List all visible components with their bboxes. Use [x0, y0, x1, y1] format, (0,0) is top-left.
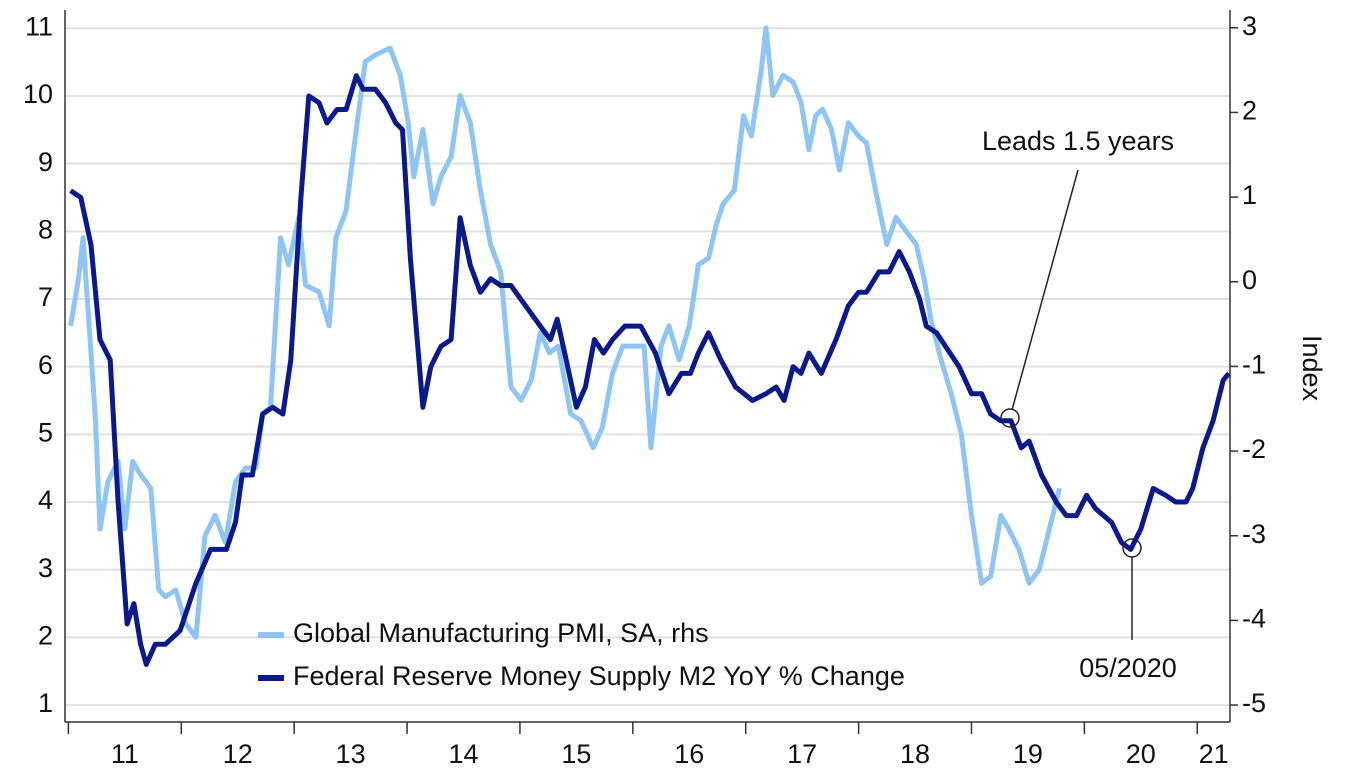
y2-tick-label: -4: [1242, 604, 1266, 634]
y2-tick-label: 1: [1242, 180, 1257, 210]
y2-axis-label: Index: [1297, 335, 1327, 402]
x-tick-label: 12: [223, 739, 253, 769]
y-tick-label: 5: [38, 417, 53, 447]
x-tick-label: 16: [674, 739, 704, 769]
y2-tick-label: -1: [1242, 350, 1266, 380]
annotation: Leads 1.5 years: [982, 126, 1174, 156]
y2-tick-label: 2: [1242, 96, 1257, 126]
y-tick-label: 3: [38, 553, 53, 583]
y-tick-label: 8: [38, 214, 53, 244]
y-tick-label: 7: [38, 282, 53, 312]
x-tick-label: 11: [111, 739, 139, 769]
series-line: [68, 25, 1062, 640]
annotation-line: [1011, 169, 1079, 411]
y-tick-label: 11: [25, 11, 53, 41]
x-tick-label: 13: [336, 739, 366, 769]
y-tick-label: 1: [38, 688, 53, 718]
y-tick-label: 10: [23, 79, 53, 109]
x-tick-label: 21: [1199, 739, 1229, 769]
y2-tick-label: -2: [1242, 434, 1266, 464]
y2-tick-label: -3: [1242, 519, 1266, 549]
y-tick-label: 6: [38, 350, 53, 380]
y2-tick-label: -5: [1242, 688, 1266, 718]
annotation-marker: [1000, 408, 1020, 428]
annotation-marker: [1122, 538, 1142, 558]
y-tick-label: 9: [38, 147, 53, 177]
annotation: 05/2020: [1079, 653, 1177, 683]
x-tick-label: 18: [900, 739, 930, 769]
x-tick-label: 14: [448, 739, 478, 769]
x-tick-label: 20: [1126, 739, 1156, 769]
x-tick-label: 17: [787, 739, 817, 769]
series-line: [69, 73, 1231, 667]
y2-tick-label: 3: [1242, 11, 1257, 41]
x-tick-label: 19: [1013, 739, 1043, 769]
y-tick-label: 4: [38, 485, 53, 515]
legend-label: Global Manufacturing PMI, SA, rhs: [293, 618, 709, 648]
y-tick-label: 2: [38, 621, 53, 651]
x-tick-label: 15: [561, 739, 591, 769]
legend-label: Federal Reserve Money Supply M2 YoY % Ch…: [293, 661, 905, 691]
y2-tick-label: 0: [1242, 265, 1257, 295]
